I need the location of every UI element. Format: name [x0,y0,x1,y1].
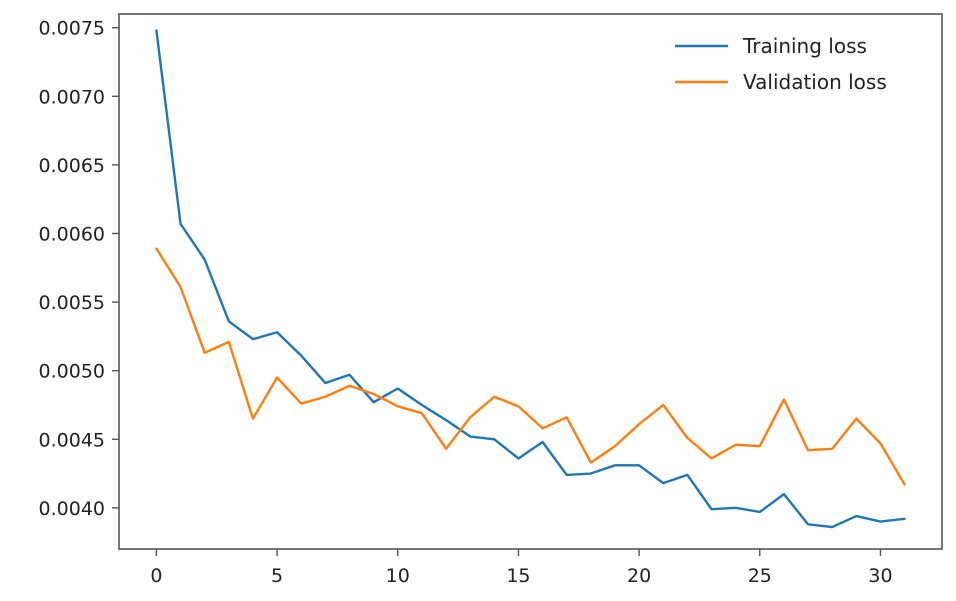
y-tick-label: 0.0045 [39,429,105,451]
legend: Training loss Validation loss [675,34,887,94]
y-tick-label: 0.0055 [39,292,105,314]
y-axis: 0.0040 0.0045 0.0050 0.0055 0.0060 0.0065 0.00… [39,18,119,520]
x-tick-label: 10 [386,565,410,587]
plot-area [155,29,906,529]
legend-label-validation-loss: Validation loss [743,70,887,94]
series-line-training-loss [155,29,906,529]
x-tick-label: 5 [271,565,283,587]
y-tick-label: 0.0060 [39,223,105,245]
legend-label-training-loss: Training loss [742,34,867,58]
axes-frame [118,13,943,550]
y-tick-label: 0.0065 [39,155,105,177]
x-tick-label: 25 [748,565,772,587]
y-tick-label: 0.0075 [39,18,105,40]
y-tick-label: 0.0050 [39,361,105,383]
x-tick-label: 20 [627,565,651,587]
x-tick-label: 0 [150,565,162,587]
x-axis: 0 5 10 15 20 25 30 [150,549,893,587]
x-tick-label: 15 [506,565,530,587]
y-tick-label: 0.0070 [39,86,105,108]
series-line-validation-loss [155,247,906,486]
x-tick-label: 30 [868,565,892,587]
y-tick-label: 0.0040 [39,498,105,520]
